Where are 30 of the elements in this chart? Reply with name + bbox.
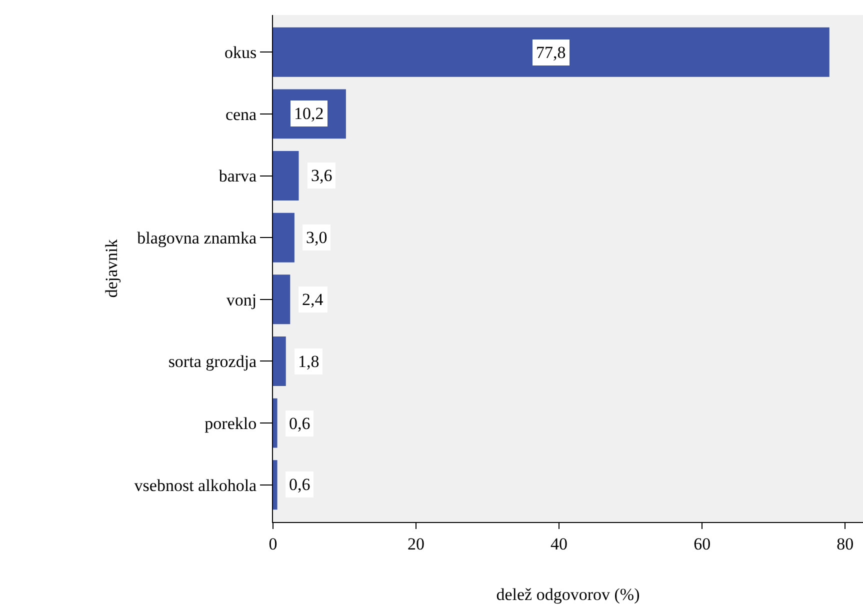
y-tick-label: vonj <box>226 290 257 310</box>
bar <box>273 336 286 386</box>
x-tick-label: 60 <box>694 534 711 554</box>
data-label: 1,8 <box>298 352 320 371</box>
y-tick-label: cena <box>225 104 258 124</box>
y-tick-label: barva <box>218 166 258 186</box>
x-tick-label: 80 <box>836 534 854 554</box>
bar <box>273 274 290 324</box>
x-tick-label: 0 <box>268 534 278 554</box>
bar <box>273 151 299 200</box>
data-label: 10,2 <box>294 104 324 123</box>
y-axis-title: dejavnik <box>102 238 121 298</box>
y-tick-label: sorta grozdja <box>168 352 258 372</box>
bar <box>273 460 278 510</box>
x-axis-title: delež odgovorov (%) <box>496 584 640 604</box>
bar <box>273 212 294 262</box>
data-label: 0,6 <box>289 475 310 494</box>
data-label: 3,0 <box>306 228 328 247</box>
data-label: 3,6 <box>311 166 332 185</box>
y-tick-label: blagovna znamka <box>137 228 258 248</box>
x-tick-label: 20 <box>408 534 425 554</box>
data-label: 2,4 <box>302 290 324 309</box>
data-label: 77,8 <box>536 43 566 62</box>
bar <box>273 398 278 448</box>
data-label: 0,6 <box>289 414 310 433</box>
x-tick-label: 40 <box>550 534 568 554</box>
bar <box>273 27 830 77</box>
y-tick-label: okus <box>224 43 257 62</box>
y-tick-label: poreklo <box>204 414 257 434</box>
y-tick-label: vsebnost alkohola <box>134 476 258 495</box>
